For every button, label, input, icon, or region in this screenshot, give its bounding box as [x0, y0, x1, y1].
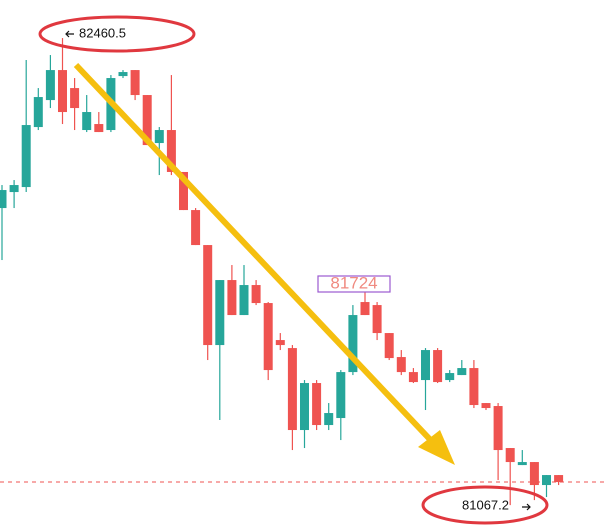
candle-body [287, 348, 297, 431]
candle-body [118, 72, 128, 77]
candle-body [529, 462, 539, 486]
candle-body [554, 475, 564, 483]
candle-body [312, 383, 322, 426]
candle-body [142, 95, 152, 146]
high-label: 82460.5 [79, 25, 126, 40]
candle-body [481, 403, 491, 409]
candle-body [469, 368, 479, 406]
candle-body [348, 315, 358, 373]
candle-body [457, 368, 467, 376]
candle-body [33, 97, 43, 128]
candle-body [0, 190, 7, 209]
candle-body [433, 350, 443, 383]
candle-body [396, 357, 406, 373]
candle-body [203, 245, 213, 346]
candle-body [408, 372, 418, 383]
candle-body [263, 303, 273, 371]
highlight-ellipse [38, 15, 196, 53]
marker-box [317, 275, 391, 293]
candle-body [21, 125, 31, 188]
low-label: 81067.2 [462, 497, 509, 512]
candle-body [166, 130, 176, 172]
candle-body [94, 124, 104, 133]
label-arrow [522, 503, 531, 511]
candle-body [505, 448, 515, 463]
candle-body [372, 305, 382, 334]
candle-body [239, 285, 249, 316]
candle-body [324, 413, 334, 426]
highlight-ellipse [421, 485, 549, 525]
candle-body [58, 70, 67, 113]
candle-body [45, 70, 55, 101]
candle-body [130, 70, 140, 96]
candle-body [251, 285, 261, 304]
candle-body [70, 88, 80, 109]
candle-body [82, 112, 92, 131]
candle-body [154, 130, 164, 144]
candle-body [227, 280, 237, 316]
candle-body [336, 372, 346, 419]
candle-body [9, 185, 19, 193]
candle-body [360, 302, 370, 316]
candle-body [384, 333, 394, 359]
candle-body [493, 406, 503, 451]
candle-body [300, 383, 309, 431]
candle-body [191, 210, 201, 246]
candle-body [179, 171, 188, 211]
candle-body [275, 340, 285, 346]
marker-label: 81724 [330, 273, 377, 292]
candle-body [215, 280, 225, 346]
candle-body [421, 350, 430, 381]
candle-body [517, 462, 527, 466]
candle-body [542, 475, 551, 486]
trend-arrow [73, 62, 443, 453]
label-arrow [65, 30, 74, 38]
trend-arrow-head [418, 430, 455, 465]
candle-body [445, 373, 455, 381]
